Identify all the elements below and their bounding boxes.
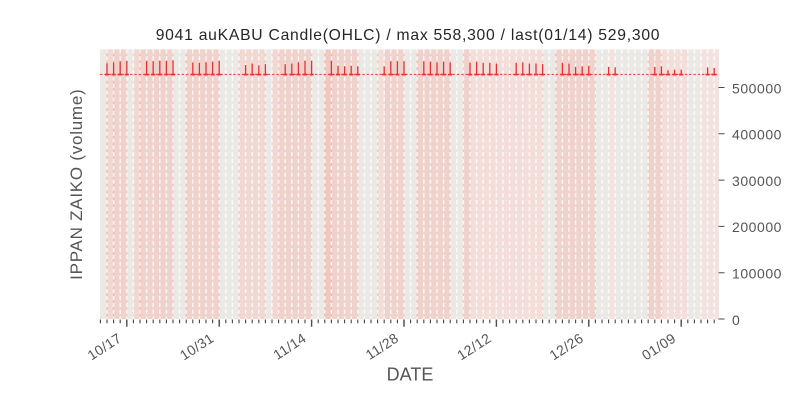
svg-text:0: 0 (732, 312, 740, 328)
svg-text:400000: 400000 (732, 127, 782, 143)
svg-text:500000: 500000 (732, 80, 782, 96)
svg-text:100000: 100000 (732, 266, 782, 282)
svg-text:IPPAN ZAIKO (volume): IPPAN ZAIKO (volume) (67, 89, 86, 280)
svg-text:200000: 200000 (732, 219, 782, 235)
svg-text:DATE: DATE (387, 365, 434, 385)
svg-text:9041 auKABU Candle(OHLC) / max: 9041 auKABU Candle(OHLC) / max 558,300 /… (156, 27, 661, 44)
svg-text:300000: 300000 (732, 173, 782, 189)
